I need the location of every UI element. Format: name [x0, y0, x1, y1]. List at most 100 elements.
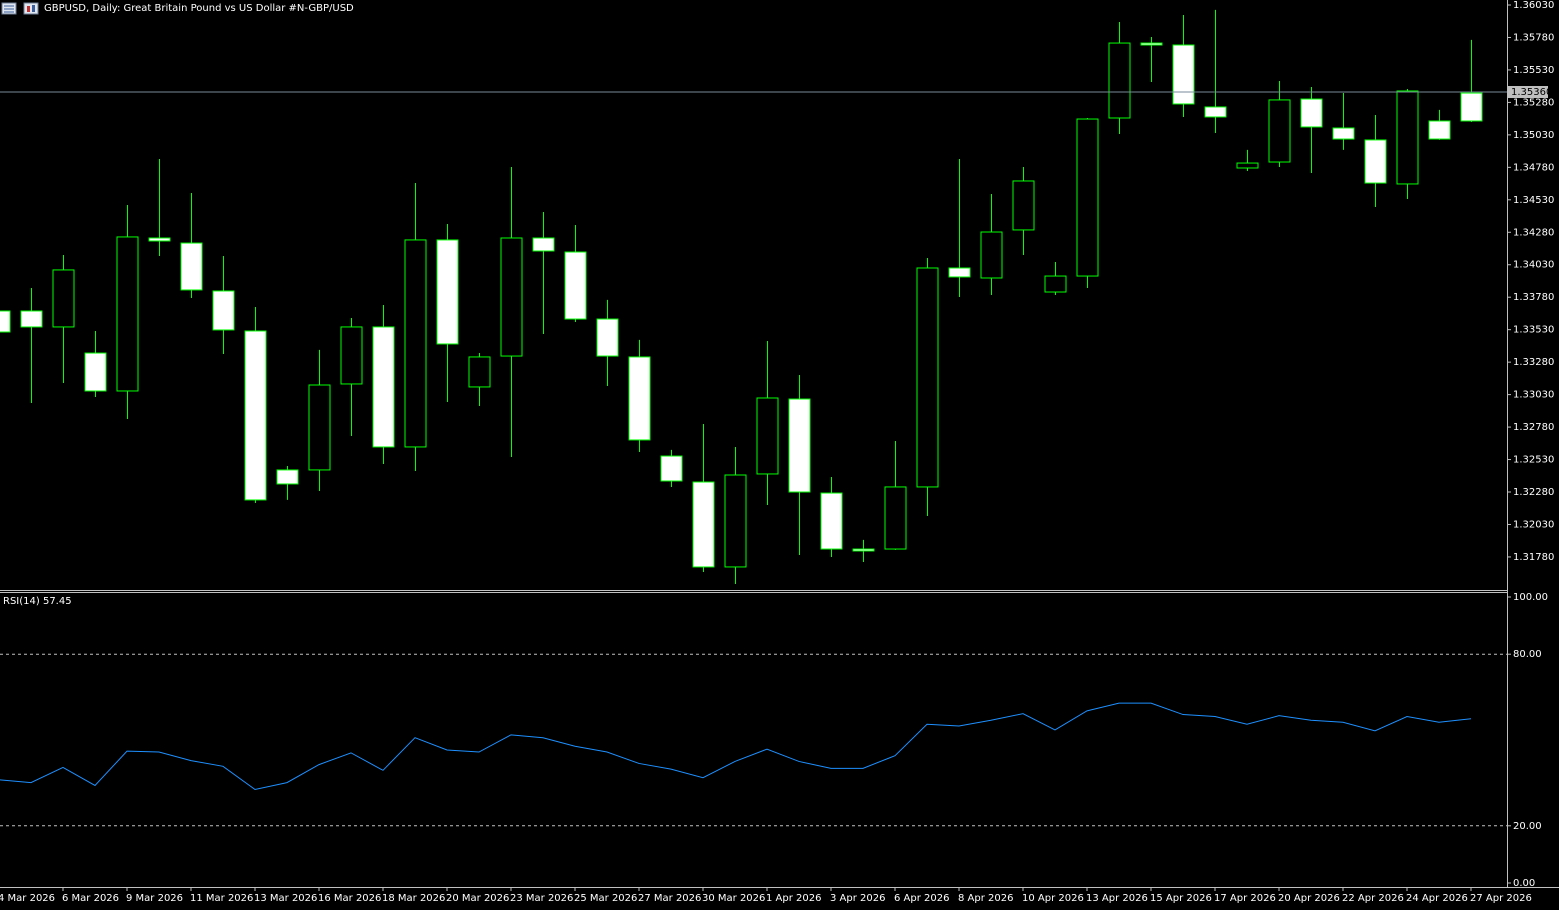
candle-body [1140, 42, 1163, 46]
candle-body [1300, 98, 1323, 128]
candle-body [340, 326, 363, 385]
candle-body [1044, 275, 1067, 293]
y-tick-label: 1.35530 [1513, 65, 1554, 76]
candle-body [852, 548, 875, 552]
rsi-line [0, 702, 1472, 791]
x-tick-label: 20 Apr 2026 [1278, 893, 1340, 904]
x-tick-label: 15 Apr 2026 [1150, 893, 1212, 904]
y-tick-label: 1.33530 [1513, 325, 1554, 336]
x-tick-label: 24 Apr 2026 [1406, 893, 1468, 904]
x-tick-label: 9 Mar 2026 [126, 893, 183, 904]
candle-body [1332, 127, 1355, 140]
candle-body [1268, 99, 1291, 163]
candle-body [500, 237, 523, 357]
candle-body [52, 269, 75, 328]
candle-body [244, 330, 267, 501]
x-tick-label: 4 Mar 2026 [0, 893, 55, 904]
x-tick-label: 18 Mar 2026 [382, 893, 445, 904]
y-tick-label: 20.00 [1513, 821, 1542, 832]
y-tick-label: 1.32030 [1513, 519, 1554, 530]
candle-body [532, 237, 555, 252]
candle-body [1396, 90, 1419, 185]
candle-body [148, 237, 171, 242]
y-tick-label: 0.00 [1513, 878, 1535, 889]
candle-body [916, 267, 939, 488]
y-tick-label: 1.35030 [1513, 130, 1554, 141]
candle-body [468, 356, 491, 388]
candle-body [180, 242, 203, 291]
candle-body [1236, 162, 1259, 169]
chart-title: GBPUSD, Daily: Great Britain Pound vs US… [44, 3, 354, 14]
icon [32, 5, 35, 12]
candle-body [1428, 120, 1451, 140]
y-tick-label: 1.33030 [1513, 390, 1554, 401]
y-tick-label: 80.00 [1513, 649, 1542, 660]
candle-body [0, 310, 11, 333]
candle-body [660, 455, 683, 482]
candle-body [1172, 44, 1195, 105]
candle-body [1364, 139, 1387, 184]
candle-body [884, 486, 907, 550]
candle-body [724, 474, 747, 568]
x-tick-label: 27 Mar 2026 [638, 893, 701, 904]
candle-body [564, 251, 587, 320]
y-tick-label: 1.32280 [1513, 487, 1554, 498]
y-tick-label: 1.35780 [1513, 32, 1554, 43]
candle-body [212, 290, 235, 331]
candle-body [1012, 180, 1035, 231]
x-tick-label: 27 Apr 2026 [1470, 893, 1532, 904]
candle-body [756, 397, 779, 475]
x-tick-label: 3 Apr 2026 [830, 893, 885, 904]
x-tick-label: 6 Apr 2026 [894, 893, 949, 904]
y-tick-label: 1.31780 [1513, 552, 1554, 563]
x-tick-label: 10 Apr 2026 [1022, 893, 1084, 904]
x-tick-label: 25 Mar 2026 [574, 893, 637, 904]
price-label: 1.35360 [1511, 87, 1552, 98]
y-tick-label: 1.35280 [1513, 97, 1554, 108]
symbol-icons [1, 2, 39, 15]
candle-body [820, 492, 843, 550]
candle-body [596, 318, 619, 357]
candle-body [980, 231, 1003, 279]
x-tick-label: 23 Mar 2026 [510, 893, 573, 904]
x-tick-label: 20 Mar 2026 [446, 893, 509, 904]
y-tick-label: 1.32530 [1513, 455, 1554, 466]
x-tick-label: 6 Mar 2026 [62, 893, 119, 904]
candle-body [1108, 42, 1131, 119]
price-label-box [1508, 86, 1548, 99]
candle-body [1460, 92, 1483, 122]
y-tick-label: 1.34030 [1513, 260, 1554, 271]
y-tick-label: 1.32780 [1513, 422, 1554, 433]
x-tick-label: 16 Mar 2026 [318, 893, 381, 904]
candle-body [404, 239, 427, 448]
candle-body [628, 356, 651, 441]
candle-body [1204, 106, 1227, 118]
x-tick-label: 13 Mar 2026 [254, 893, 317, 904]
candle-body [436, 239, 459, 345]
x-tick-label: 13 Apr 2026 [1086, 893, 1148, 904]
y-tick-label: 1.34780 [1513, 162, 1554, 173]
candle-body [948, 267, 971, 278]
y-tick-label: 1.33780 [1513, 292, 1554, 303]
y-tick-label: 1.34280 [1513, 227, 1554, 238]
y-tick-label: 1.34530 [1513, 195, 1554, 206]
y-tick-label: 100.00 [1513, 592, 1548, 603]
y-tick-label: 1.33280 [1513, 357, 1554, 368]
candle-body [276, 469, 299, 485]
x-tick-label: 30 Mar 2026 [702, 893, 765, 904]
x-tick-label: 8 Apr 2026 [958, 893, 1013, 904]
candle-body [788, 398, 811, 493]
candle-body [692, 481, 715, 568]
candle-body [372, 326, 395, 448]
candle-body [116, 236, 139, 392]
x-tick-label: 22 Apr 2026 [1342, 893, 1404, 904]
x-tick-label: 17 Apr 2026 [1214, 893, 1276, 904]
candle-body [308, 384, 331, 471]
y-tick-label: 1.36030 [1513, 0, 1554, 11]
indicator-title: RSI(14) 57.45 [3, 596, 72, 607]
candle-body [20, 310, 43, 328]
candle-body [1076, 118, 1099, 277]
